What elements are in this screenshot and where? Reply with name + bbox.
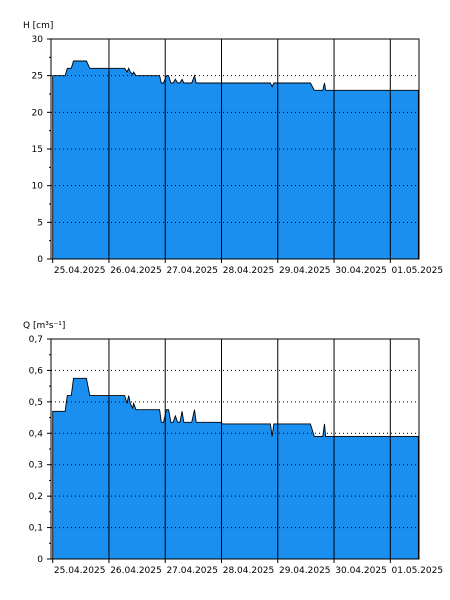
h-y-tick-label: 10 <box>32 182 44 192</box>
q-x-tick-label: 01.05.2025 <box>392 566 444 576</box>
q-chart-panel: 0 0,1 0,2 0,3 0,4 0,5 0,6 0,7 25.04.2025 26.04.20… <box>23 321 443 576</box>
q-y-axis-title: Q [m³s⁻¹] <box>23 321 65 331</box>
q-y-tick-label: 0,7 <box>29 335 43 345</box>
h-y-axis-title: H [cm] <box>23 21 53 31</box>
q-x-tick-label: 29.04.2025 <box>279 566 331 576</box>
q-plot-frame <box>50 338 420 560</box>
h-x-tick-label: 01.05.2025 <box>392 266 444 276</box>
h-y-tick-label: 20 <box>32 108 44 118</box>
q-y-tick-label: 0,1 <box>29 524 43 534</box>
h-plot-frame <box>50 38 420 260</box>
h-y-tick-label: 0 <box>37 255 43 265</box>
q-y-tick-label: 0,2 <box>29 492 43 502</box>
q-x-tick-label: 28.04.2025 <box>223 566 275 576</box>
h-x-tick-label: 27.04.2025 <box>166 266 218 276</box>
h-x-tick-label: 30.04.2025 <box>335 266 387 276</box>
h-y-tick-label: 30 <box>32 35 44 45</box>
h-chart-panel: 0 5 10 15 20 25 30 25.04.2025 26.04.2025 27.04.20… <box>23 21 443 276</box>
q-x-tick-label: 30.04.2025 <box>335 566 387 576</box>
h-y-tick-label: 15 <box>32 145 43 155</box>
h-series-area <box>52 60 419 260</box>
q-y-tick-label: 0,3 <box>29 461 43 471</box>
h-x-tick-label: 26.04.2025 <box>110 266 162 276</box>
q-series-area <box>52 377 419 560</box>
q-y-tick-label: 0,6 <box>29 366 44 376</box>
q-y-tick-label: 0,5 <box>29 398 43 408</box>
h-y-tick-label: 25 <box>32 72 43 82</box>
h-x-tick-label: 28.04.2025 <box>223 266 275 276</box>
q-y-tick-label: 0,4 <box>29 429 44 439</box>
q-y-tick-label: 0 <box>37 555 43 565</box>
h-x-tick-label: 29.04.2025 <box>279 266 331 276</box>
q-x-tick-label: 25.04.2025 <box>54 566 106 576</box>
q-x-tick-label: 27.04.2025 <box>166 566 218 576</box>
h-y-tick-label: 5 <box>37 218 43 228</box>
q-x-tick-label: 26.04.2025 <box>110 566 162 576</box>
h-x-tick-label: 25.04.2025 <box>54 266 106 276</box>
